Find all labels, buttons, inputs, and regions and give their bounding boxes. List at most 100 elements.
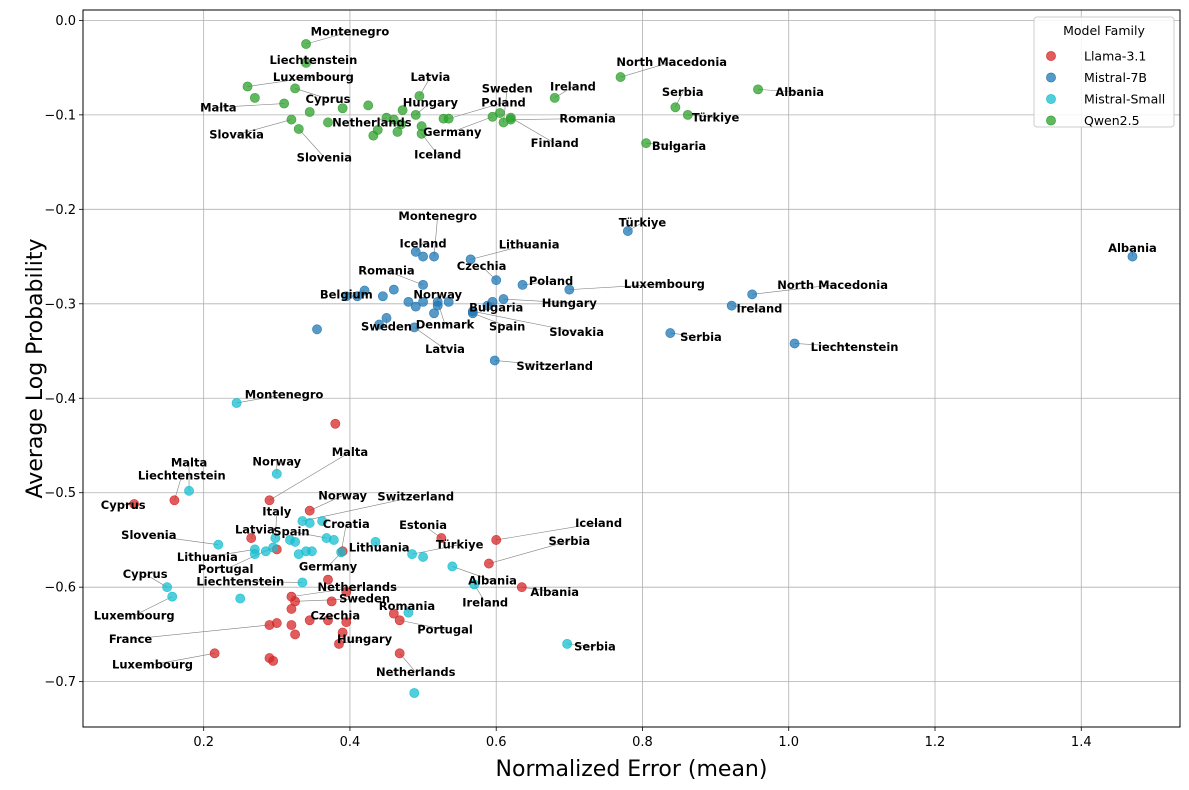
data-point [167, 591, 178, 602]
point-label: Netherlands [332, 115, 412, 129]
point-label: Norway [318, 489, 367, 503]
point-label: Latvia [235, 523, 275, 537]
data-point [407, 549, 417, 560]
point-label: Malta [171, 455, 207, 469]
point-label: Türkiye [436, 538, 484, 552]
data-point [297, 577, 308, 588]
data-point [336, 547, 347, 558]
x-axis-ticks: 0.2 0.4 0.6 0.8 1.0 1.2 1.4 [193, 727, 1092, 750]
data-point [323, 615, 333, 626]
data-point [286, 114, 297, 125]
data-point [682, 109, 693, 120]
data-point [286, 620, 297, 630]
x-tick-label: 1.0 [778, 735, 799, 750]
annotation-line [207, 549, 255, 558]
point-label: Poland [529, 274, 573, 288]
data-point [337, 627, 348, 638]
data-point [516, 582, 527, 593]
point-label: Sweden [339, 592, 390, 606]
point-label: Finland [531, 136, 579, 150]
data-point [341, 587, 352, 597]
legend-label: Mistral-Small [1084, 92, 1165, 107]
data-point [429, 308, 439, 319]
data-point [549, 92, 560, 103]
data-point [747, 289, 758, 300]
point-label: Malta [200, 100, 236, 114]
data-point [337, 103, 348, 114]
plot-frame [82, 9, 1181, 728]
annotation-line [758, 89, 800, 93]
annotation-line [752, 284, 833, 295]
annotation-line [646, 142, 680, 147]
data-point [352, 291, 363, 302]
legend-marker [1046, 72, 1056, 83]
annotation-line [794, 343, 855, 348]
point-label: Türkiye [619, 216, 667, 230]
data-point [494, 108, 505, 118]
data-point [341, 617, 352, 628]
data-point [363, 100, 374, 111]
point-label: Portugal [198, 562, 254, 576]
annotation-line [452, 116, 493, 133]
data-point [264, 495, 275, 506]
data-point [304, 518, 315, 528]
annotation-line [247, 76, 314, 87]
point-label: Czechia [457, 259, 507, 273]
data-point [429, 251, 439, 262]
data-point [271, 468, 282, 479]
data-point [304, 505, 315, 516]
point-label: Luxembourg [273, 70, 354, 84]
data-point [641, 138, 652, 149]
data-point [622, 226, 633, 236]
data-point [443, 113, 454, 124]
point-label: Iceland [575, 516, 622, 530]
point-label: Luxembourg [624, 277, 705, 291]
data-point [301, 39, 311, 49]
data-point [414, 91, 425, 101]
point-label: Luxembourg [94, 609, 175, 623]
point-label: Montenegro [311, 25, 390, 39]
point-label: Lithuania [499, 237, 560, 251]
point-label: Latvia [425, 342, 465, 356]
point-label: Montenegro [245, 387, 324, 401]
annotation-line [240, 581, 303, 583]
x-tick-label: 1.4 [1071, 735, 1092, 750]
data-point [304, 107, 315, 117]
data-point [330, 418, 341, 429]
annotation-line [433, 215, 438, 257]
data-point [670, 102, 681, 113]
annotation-line [494, 360, 555, 367]
data-point [409, 322, 420, 333]
data-point [483, 558, 494, 569]
data-point [235, 593, 246, 604]
annotation-line [236, 394, 285, 404]
data-point [341, 291, 352, 302]
data-point [372, 125, 383, 135]
data-point [482, 300, 493, 311]
data-point [293, 549, 304, 560]
point-label: Cyprus [123, 567, 168, 581]
data-point [564, 284, 575, 295]
point-label: Luxembourg [112, 658, 193, 672]
annotation-line [399, 619, 446, 630]
annotation-line [305, 31, 351, 45]
data-point [418, 251, 428, 262]
point-label: Liechtenstein [811, 340, 899, 354]
x-tick-label: 1.2 [925, 735, 946, 750]
data-point [301, 58, 311, 68]
data-point [162, 582, 173, 593]
point-label: Cyprus [101, 498, 146, 512]
y-tick-label: −0.6 [44, 581, 76, 596]
point-label: Hungary [403, 96, 459, 110]
legend-marker [1046, 51, 1056, 61]
data-point [436, 533, 447, 543]
data-point [268, 542, 279, 553]
legend-title: Model Family [1063, 23, 1145, 38]
annotation-line [291, 531, 327, 539]
data-point [270, 533, 281, 543]
data-point [184, 485, 194, 496]
data-point [242, 81, 253, 92]
data-point [1127, 251, 1138, 262]
point-label: Ireland [462, 595, 508, 609]
data-point [370, 536, 381, 547]
